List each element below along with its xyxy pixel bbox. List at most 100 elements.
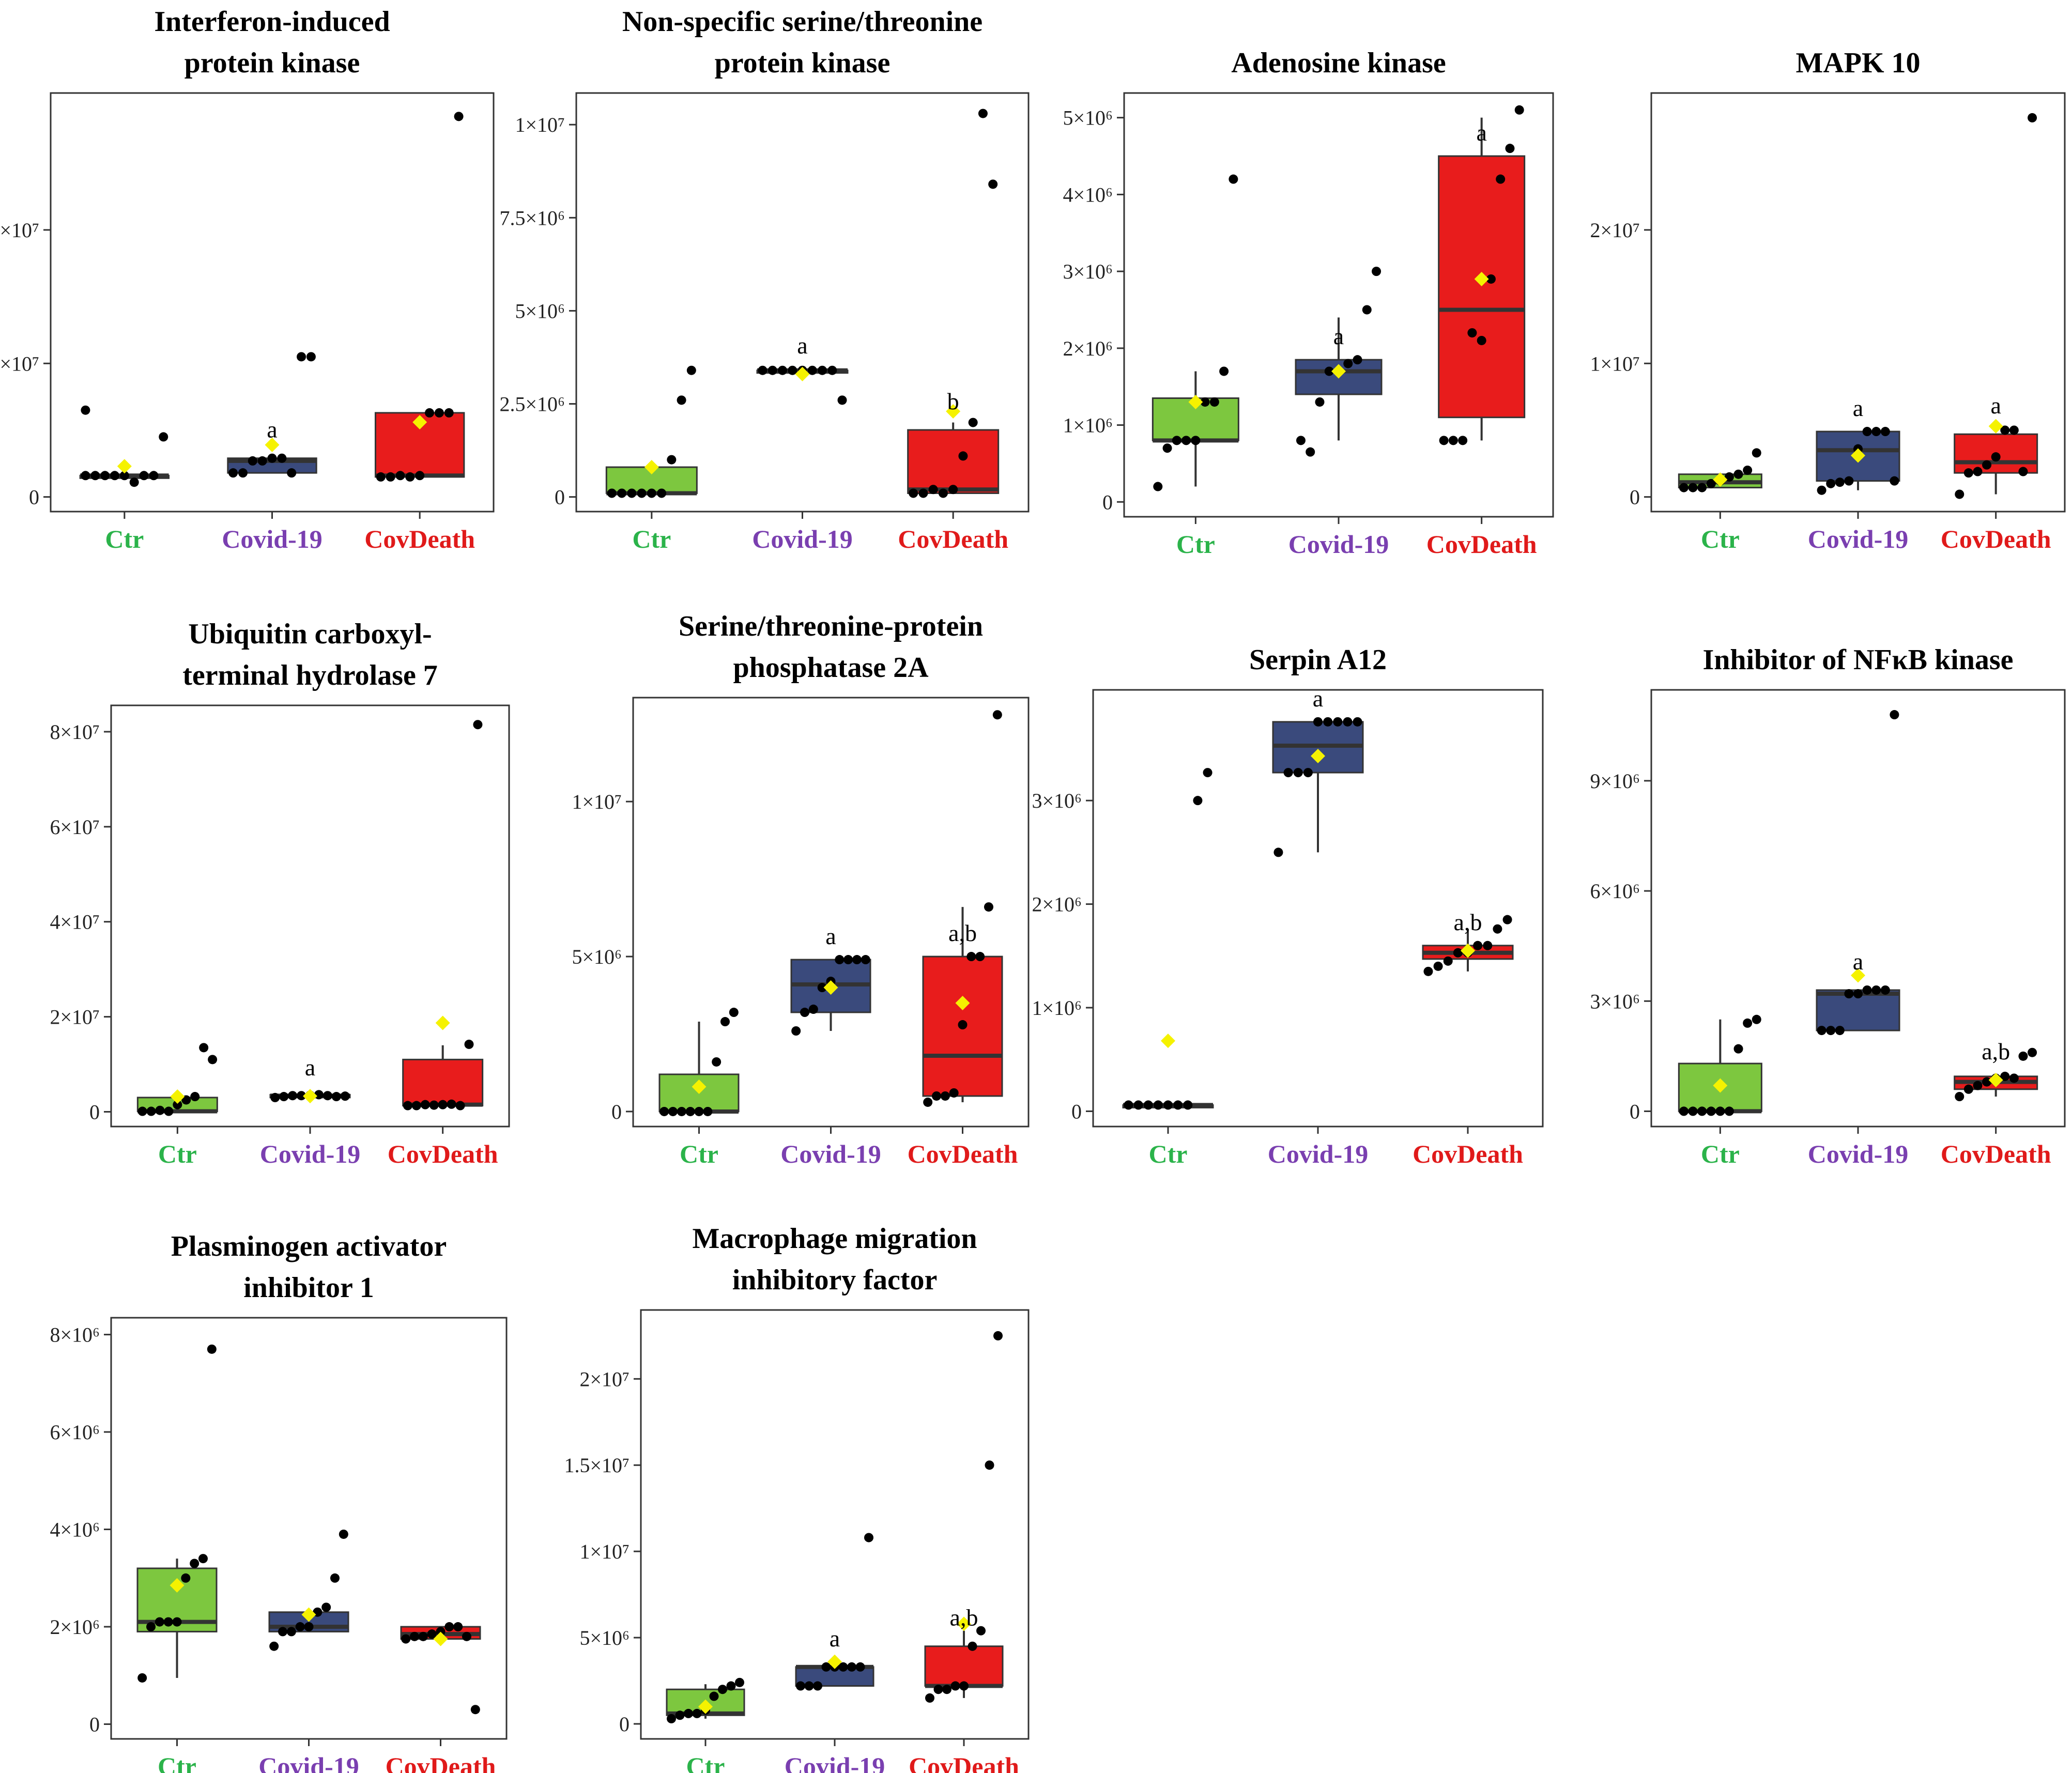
data-point bbox=[1313, 717, 1323, 727]
chart-panel-8: Inhibitor of NFκB kinase 0 3×10⁶ 6×10⁶ 9×10⁶… bbox=[1590, 644, 2066, 1168]
y-tick-label: 5×10⁶ bbox=[515, 299, 565, 322]
data-point bbox=[942, 1685, 951, 1694]
chart-panel-1: Interferon-induced protein kinase 0 1×10⁷ 2×… bbox=[0, 6, 495, 553]
data-point bbox=[1493, 924, 1502, 934]
data-point bbox=[420, 1100, 430, 1109]
chart-panel-7: Serpin A12 0 1×10⁶ 2×10⁶ 3×10⁶ Ctr a Covid-19 a,… bbox=[1032, 644, 1544, 1168]
y-tick-label: 6×10⁷ bbox=[50, 815, 100, 839]
y-tick-label: 0 bbox=[619, 1713, 630, 1736]
significance-annotation: a bbox=[1853, 948, 1863, 975]
y-tick-label: 3×10⁶ bbox=[1063, 260, 1113, 283]
data-point bbox=[297, 1091, 306, 1101]
data-point bbox=[975, 952, 985, 962]
y-tick-label: 0 bbox=[1630, 1100, 1640, 1123]
data-point bbox=[137, 1673, 147, 1683]
y-tick-label: 1×10⁶ bbox=[1032, 996, 1082, 1020]
data-point bbox=[923, 1097, 933, 1107]
data-point bbox=[340, 1091, 350, 1101]
data-point bbox=[110, 471, 119, 481]
mean-marker bbox=[170, 1089, 185, 1104]
data-point bbox=[330, 1573, 340, 1583]
data-point bbox=[1183, 1100, 1193, 1110]
data-point bbox=[1203, 768, 1212, 778]
chart-title-line: Interferon-induced bbox=[154, 6, 390, 38]
mean-marker bbox=[412, 414, 427, 429]
group-label-ctr: Ctr bbox=[1149, 1139, 1188, 1168]
data-point bbox=[429, 1100, 439, 1110]
data-point bbox=[821, 1662, 831, 1672]
mean-marker bbox=[644, 460, 659, 475]
data-point bbox=[297, 352, 306, 362]
data-point bbox=[149, 471, 159, 481]
group-label-ctr: Ctr bbox=[1701, 1139, 1740, 1168]
data-point bbox=[208, 1055, 218, 1065]
group-label-covid-19: Covid-19 bbox=[258, 1752, 359, 1773]
data-point bbox=[1679, 1106, 1689, 1116]
mean-marker bbox=[1988, 419, 2003, 434]
data-point bbox=[918, 488, 928, 498]
y-tick-label: 8×10⁷ bbox=[50, 720, 100, 744]
data-point bbox=[2009, 1073, 2019, 1083]
data-point bbox=[668, 1106, 678, 1116]
data-point bbox=[323, 1091, 332, 1101]
data-point bbox=[304, 1622, 314, 1632]
data-point bbox=[455, 1101, 465, 1111]
group-label-covdeath: CovDeath bbox=[909, 1752, 1019, 1773]
group-label-ctr: Ctr bbox=[1701, 525, 1740, 553]
mean-marker bbox=[1713, 1078, 1728, 1093]
data-point bbox=[1973, 467, 1983, 476]
chart-title-line: protein kinase bbox=[715, 47, 891, 79]
data-point bbox=[1219, 366, 1229, 376]
data-point bbox=[978, 109, 988, 118]
data-point bbox=[199, 1043, 209, 1053]
data-point bbox=[818, 365, 827, 375]
chart-title-line: Plasminogen activator bbox=[171, 1230, 447, 1262]
chart-title-line: Non-specific serine/threonine bbox=[622, 6, 983, 38]
data-point bbox=[933, 1685, 943, 1694]
box-covdeath bbox=[924, 1645, 1004, 1687]
data-point bbox=[306, 352, 316, 362]
data-point bbox=[1283, 768, 1293, 778]
data-point bbox=[238, 468, 248, 478]
data-point bbox=[1973, 1081, 1983, 1090]
data-point bbox=[855, 1662, 865, 1672]
group-label-ctr: Ctr bbox=[1176, 530, 1215, 559]
data-point bbox=[843, 955, 853, 965]
y-tick-label: 1.5×10⁷ bbox=[564, 1454, 630, 1477]
group-label-covid-19: Covid-19 bbox=[780, 1139, 881, 1168]
mean-marker bbox=[1461, 943, 1475, 958]
data-point bbox=[1324, 366, 1334, 376]
chart-title-line: MAPK 10 bbox=[1795, 47, 1920, 79]
data-point bbox=[1306, 447, 1315, 457]
y-tick-label: 3×10⁶ bbox=[1032, 789, 1082, 812]
data-point bbox=[1826, 479, 1836, 488]
data-point bbox=[453, 1622, 463, 1632]
data-point bbox=[1688, 483, 1698, 492]
data-point bbox=[959, 1681, 969, 1691]
data-point bbox=[1715, 1106, 1725, 1116]
mean-marker bbox=[957, 1616, 971, 1631]
significance-annotation: a bbox=[1333, 323, 1344, 349]
data-point bbox=[2028, 1047, 2037, 1057]
y-tick-label: 2×10⁷ bbox=[579, 1367, 630, 1391]
data-point bbox=[386, 472, 395, 482]
data-point bbox=[958, 1020, 968, 1030]
data-point bbox=[198, 1554, 208, 1564]
data-point bbox=[712, 1057, 722, 1067]
data-point bbox=[835, 955, 845, 965]
group-label-covid-19: Covid-19 bbox=[260, 1139, 360, 1168]
data-point bbox=[1871, 427, 1881, 437]
data-point bbox=[1844, 476, 1854, 486]
data-point bbox=[847, 1662, 856, 1672]
data-point bbox=[804, 1681, 814, 1691]
data-point bbox=[1955, 489, 1964, 499]
group-label-covdeath: CovDeath bbox=[898, 525, 1008, 553]
data-point bbox=[425, 408, 435, 418]
data-point bbox=[659, 1106, 669, 1116]
data-point bbox=[940, 1091, 950, 1101]
group-label-covdeath: CovDeath bbox=[386, 1752, 496, 1773]
data-point bbox=[1229, 174, 1238, 184]
y-tick-label: 2×10⁶ bbox=[50, 1615, 100, 1639]
group-label-ctr: Ctr bbox=[632, 525, 671, 553]
